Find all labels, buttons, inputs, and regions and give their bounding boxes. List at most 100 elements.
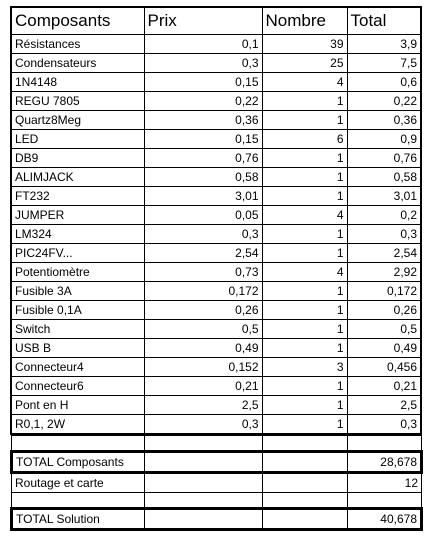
cell-prix[interactable]: 0,152 [143,357,263,377]
cell-nombre[interactable]: 1 [261,186,348,206]
total-solution-label[interactable]: TOTAL Solution [10,507,145,531]
cell-nombre[interactable]: 1 [261,281,348,301]
cell-composant[interactable]: PIC24FV... [10,243,145,263]
cell-total[interactable]: 0,2 [346,205,422,225]
cell-total[interactable]: 0,58 [346,167,422,187]
cell-total[interactable]: 2,92 [346,262,422,282]
cell[interactable] [347,492,422,509]
cell-total[interactable]: 3,9 [346,34,422,54]
cell-total[interactable]: 7,5 [346,53,422,73]
cell-prix[interactable]: 0,05 [143,205,263,225]
cell-nombre[interactable]: 25 [261,53,348,73]
cell-prix[interactable]: 0,15 [143,129,263,149]
header-prix[interactable]: Prix [143,6,263,35]
cell[interactable] [262,450,348,474]
cell-composant[interactable]: ALIMJACK [10,167,145,187]
cell-composant[interactable]: Résistances [10,34,145,54]
cell[interactable] [347,435,422,452]
cell-composant[interactable]: Condensateurs [10,53,145,73]
cell-composant[interactable]: R0,1, 2W [10,414,145,435]
cell-nombre[interactable]: 4 [261,205,348,225]
routage-label[interactable]: Routage et carte [11,472,145,493]
cell-nombre[interactable]: 4 [261,72,348,92]
cell-prix[interactable]: 0,15 [143,72,263,92]
cell[interactable] [262,435,348,452]
cell-composant[interactable]: Quartz8Meg [10,110,145,130]
cell-nombre[interactable]: 1 [261,167,348,187]
total-composants-value[interactable]: 28,678 [347,450,423,474]
cell[interactable] [262,492,348,509]
cell-prix[interactable]: 3,01 [143,186,263,206]
cell-prix[interactable]: 0,3 [143,224,263,244]
cell-composant[interactable]: JUMPER [10,205,145,225]
cell-composant[interactable]: LED [10,129,145,149]
cell-total[interactable]: 0,21 [346,376,422,396]
cell[interactable] [144,450,263,474]
cell-nombre[interactable]: 6 [261,129,348,149]
cell-nombre[interactable]: 1 [261,376,348,396]
cell-prix[interactable]: 0,76 [143,148,263,168]
cell-composant[interactable]: Connecteur6 [10,376,145,396]
cell-nombre[interactable]: 1 [261,395,348,415]
cell-nombre[interactable]: 1 [261,110,348,130]
cell[interactable] [262,472,348,493]
cell-composant[interactable]: Potentiomètre [10,262,145,282]
cell-composant[interactable]: LM324 [10,224,145,244]
cell-total[interactable]: 0,22 [346,91,422,111]
cell-prix[interactable]: 0,22 [143,91,263,111]
cell-total[interactable]: 0,172 [346,281,422,301]
cell-nombre[interactable]: 3 [261,357,348,377]
cell[interactable] [144,472,263,493]
total-solution-value[interactable]: 40,678 [347,507,423,531]
cell-prix[interactable]: 0,172 [143,281,263,301]
cell-composant[interactable]: FT232 [10,186,145,206]
cell-total[interactable]: 0,9 [346,129,422,149]
cell-nombre[interactable]: 1 [261,414,348,435]
cell-nombre[interactable]: 1 [261,148,348,168]
cell-total[interactable]: 3,01 [346,186,422,206]
cell-nombre[interactable]: 1 [261,91,348,111]
cell[interactable] [11,492,145,509]
cell-composant[interactable]: USB B [10,338,145,358]
cell[interactable] [144,492,263,509]
cell-composant[interactable]: DB9 [10,148,145,168]
cell-nombre[interactable]: 1 [261,300,348,320]
cell-total[interactable]: 0,5 [346,319,422,339]
cell-prix[interactable]: 2,5 [143,395,263,415]
cell-prix[interactable]: 0,49 [143,338,263,358]
cell-composant[interactable]: Pont en H [10,395,145,415]
cell-composant[interactable]: 1N4148 [10,72,145,92]
cell-total[interactable]: 0,26 [346,300,422,320]
cell-composant[interactable]: Switch [10,319,145,339]
routage-value[interactable]: 12 [347,472,422,493]
cell-prix[interactable]: 2,54 [143,243,263,263]
cell[interactable] [11,435,145,452]
cell-total[interactable]: 0,3 [346,224,422,244]
cell-total[interactable]: 2,54 [346,243,422,263]
cell-nombre[interactable]: 1 [261,224,348,244]
cell-composant[interactable]: Connecteur4 [10,357,145,377]
cell-prix[interactable]: 0,36 [143,110,263,130]
cell-nombre[interactable]: 39 [261,34,348,54]
cell-total[interactable]: 0,3 [346,414,422,435]
cell-total[interactable]: 0,76 [346,148,422,168]
cell-prix[interactable]: 0,58 [143,167,263,187]
cell-prix[interactable]: 0,1 [143,34,263,54]
cell-nombre[interactable]: 4 [261,262,348,282]
cell-nombre[interactable]: 1 [261,243,348,263]
cell-total[interactable]: 2,5 [346,395,422,415]
header-composants[interactable]: Composants [10,6,145,35]
header-nombre[interactable]: Nombre [261,6,348,35]
cell-total[interactable]: 0,456 [346,357,422,377]
header-total[interactable]: Total [346,6,422,35]
cell-total[interactable]: 0,36 [346,110,422,130]
cell-prix[interactable]: 0,73 [143,262,263,282]
cell-composant[interactable]: Fusible 3A [10,281,145,301]
cell[interactable] [262,507,348,531]
cell-prix[interactable]: 0,26 [143,300,263,320]
cell-prix[interactable]: 0,3 [143,414,263,435]
cell-prix[interactable]: 0,21 [143,376,263,396]
cell[interactable] [144,507,263,531]
cell-nombre[interactable]: 1 [261,338,348,358]
cell-composant[interactable]: Fusible 0,1A [10,300,145,320]
